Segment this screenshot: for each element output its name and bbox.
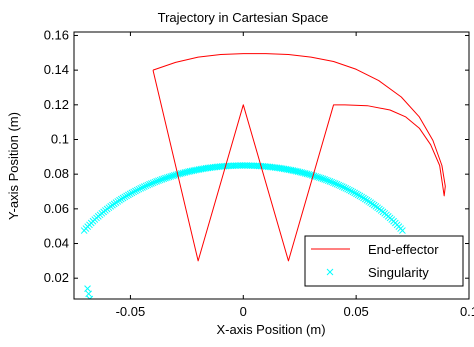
y-tick-label: 0.06 — [44, 201, 69, 216]
singularity-marker — [338, 183, 346, 190]
singularity-marker — [142, 182, 150, 190]
singularity-marker — [319, 175, 327, 183]
legend-label-end-effector: End-effector — [368, 242, 439, 257]
singularity-marker — [156, 176, 164, 184]
legend: End-effector Singularity — [304, 235, 464, 287]
x-tick-label: 0 — [240, 304, 247, 319]
y-tick-label: 0.14 — [44, 62, 69, 77]
singularity-marker — [344, 185, 351, 193]
singularity-marker — [326, 178, 334, 185]
singularity-marker — [126, 190, 134, 198]
y-axis-label: Y-axis Position (m) — [6, 112, 21, 220]
singularity-marker — [342, 184, 350, 192]
singularity-marker — [146, 180, 153, 188]
singularity-marker — [155, 177, 162, 185]
singularity-marker — [85, 290, 93, 298]
y-tick-label: 0.08 — [44, 166, 69, 181]
singularity-marker — [151, 178, 159, 186]
singularity-marker — [153, 178, 161, 185]
singularity-marker — [133, 186, 141, 194]
singularity-marker — [324, 177, 332, 185]
singularity-marker — [337, 182, 344, 190]
y-tick-label: 0.1 — [51, 131, 69, 146]
x-tick-label: 0.1 — [460, 304, 474, 319]
y-tick-label: 0.04 — [44, 236, 69, 251]
legend-swatch-singularity — [326, 268, 334, 276]
legend-box — [304, 235, 464, 287]
singularity-marker — [84, 285, 91, 292]
singularity-marker — [314, 173, 321, 181]
singularity-marker — [346, 186, 353, 194]
singularity-marker — [149, 179, 157, 187]
singularity-marker — [349, 188, 357, 196]
singularity-marker — [86, 295, 94, 299]
singularity-marker — [147, 180, 155, 187]
singularity-marker — [144, 181, 152, 189]
axes: -0.05 0 0.05 0.1 0.02 0.04 0.06 0.08 0.1 0.12 0.14… — [44, 27, 474, 319]
singularity-marker — [121, 193, 129, 201]
singularity-marker — [137, 184, 145, 192]
singularity-marker — [321, 176, 328, 183]
singularity-marker — [315, 174, 323, 181]
axes-box — [73, 31, 470, 300]
singularity-marker — [128, 189, 136, 197]
singularity-marker — [340, 184, 348, 191]
singularity-marker — [328, 178, 336, 186]
y-tick-label: 0.12 — [44, 97, 69, 112]
singularity-series — [80, 162, 406, 299]
legend-label-singularity: Singularity — [368, 265, 429, 280]
singularity-marker — [135, 185, 143, 193]
singularity-marker — [140, 183, 148, 190]
singularity-marker — [132, 187, 139, 195]
singularity-marker — [162, 174, 169, 182]
x-tick-label: -0.05 — [116, 304, 146, 319]
singularity-marker — [330, 179, 337, 187]
singularity-marker — [354, 191, 362, 199]
end-effector-series — [152, 53, 446, 262]
singularity-marker — [160, 175, 168, 183]
singularity-marker — [353, 190, 360, 198]
singularity-marker — [333, 180, 341, 188]
singularity-marker — [331, 180, 339, 187]
singularity-marker — [139, 184, 146, 191]
singularity-marker — [130, 188, 138, 196]
singularity-marker — [317, 174, 325, 182]
chart-title: Trajectory in Cartesian Space — [158, 10, 329, 25]
singularity-marker — [399, 227, 406, 234]
x-axis-label: X-axis Position (m) — [216, 322, 325, 337]
singularity-marker — [351, 189, 359, 197]
singularity-marker — [356, 192, 364, 200]
x-tick-label: 0.05 — [343, 304, 368, 319]
singularity-marker — [335, 181, 343, 189]
singularity-marker — [158, 176, 166, 183]
singularity-marker — [123, 192, 130, 200]
singularity-marker — [347, 187, 355, 195]
singularity-marker — [125, 191, 132, 199]
end-effector-line — [152, 53, 446, 262]
singularity-marker — [323, 176, 330, 184]
y-tick-label: 0.16 — [44, 27, 69, 42]
y-tick-label: 0.02 — [44, 270, 69, 285]
